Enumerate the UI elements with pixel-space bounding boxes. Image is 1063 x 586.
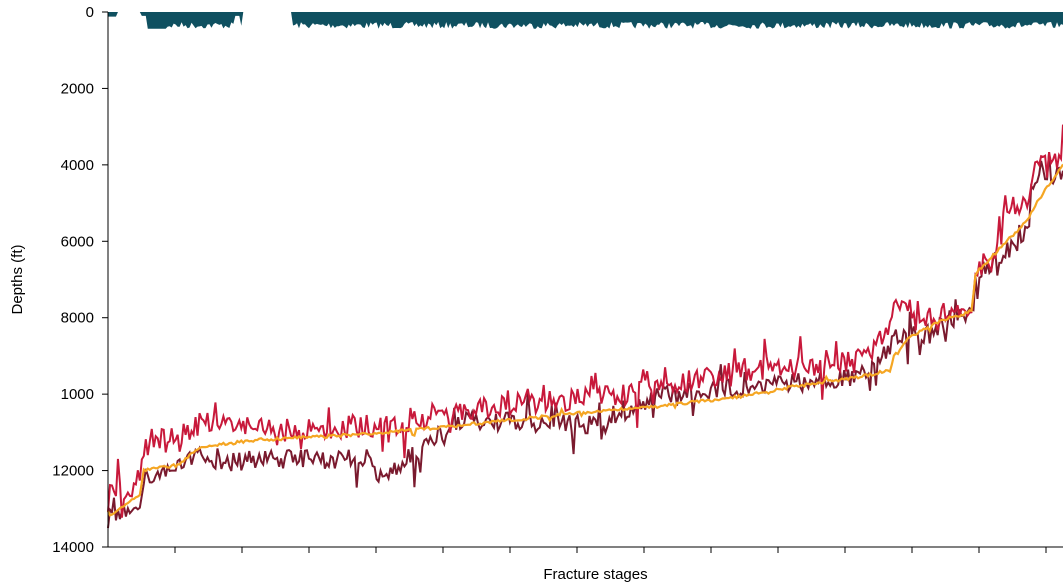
lower-depth-series xyxy=(107,152,1063,529)
y-axis-ticks: 0 2000 4000 6000 8000 1000 12000 14000 xyxy=(52,4,108,556)
top-band-area xyxy=(108,12,1063,29)
y-tick-label: 6000 xyxy=(61,233,94,250)
x-axis-title: Fracture stages xyxy=(543,566,647,583)
series-layer xyxy=(107,124,1063,529)
y-tick-label: 0 xyxy=(86,4,94,21)
x-axis-ticks xyxy=(174,547,1047,553)
top-depth-band xyxy=(108,12,1063,29)
median-depth-series xyxy=(107,163,1063,517)
plot-area xyxy=(107,12,1063,529)
y-tick-label: 14000 xyxy=(52,539,94,556)
upper-depth-series xyxy=(107,124,1063,518)
y-tick-label: 2000 xyxy=(61,80,94,97)
y-tick-label: 1000 xyxy=(61,386,94,403)
y-tick-label: 12000 xyxy=(52,463,94,480)
y-tick-label: 8000 xyxy=(61,310,94,327)
y-tick-label: 4000 xyxy=(61,157,94,174)
y-axis-title: Depths (ft) xyxy=(9,244,26,314)
